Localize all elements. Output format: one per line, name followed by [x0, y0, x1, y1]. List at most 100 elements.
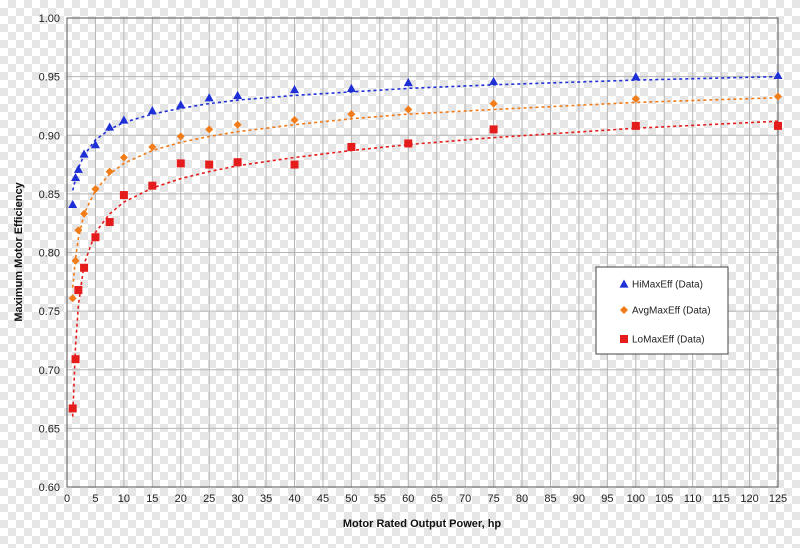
data-point-square — [148, 181, 157, 190]
data-point-square — [68, 404, 77, 413]
legend-marker-square — [620, 335, 628, 343]
data-point-triangle — [631, 72, 641, 81]
trend-line-3 — [71, 120, 779, 417]
data-point-square — [290, 160, 299, 169]
x-tick-label: 95 — [601, 493, 613, 505]
data-point-diamond — [80, 209, 89, 218]
data-point-square — [119, 191, 128, 200]
x-tick-label: 105 — [655, 493, 673, 505]
data-point-diamond — [631, 94, 640, 103]
data-point-triangle — [233, 90, 243, 99]
trend-line-1 — [71, 75, 779, 191]
data-point-square — [489, 125, 498, 134]
data-point-triangle — [90, 140, 100, 149]
data-point-diamond — [205, 125, 214, 134]
legend-label: HiMaxEff (Data) — [632, 280, 703, 291]
data-point-diamond — [290, 116, 299, 125]
data-point-square — [176, 159, 185, 168]
data-point-square — [74, 286, 83, 295]
data-point-triangle — [290, 85, 300, 94]
legend: HiMaxEff (Data) AvgMaxEff (Data) LoMaxEff … — [595, 266, 729, 355]
y-tick-label: 0.75 — [39, 306, 60, 318]
data-point-diamond — [119, 153, 128, 162]
y-tick-label: 0.60 — [39, 482, 60, 494]
data-point-diamond — [176, 132, 185, 141]
x-tick-label: 15 — [146, 493, 158, 505]
data-point-triangle — [73, 164, 83, 173]
data-point-triangle — [147, 106, 157, 115]
data-point-diamond — [68, 294, 77, 303]
trend-line-2 — [71, 96, 779, 288]
data-point-triangle — [79, 149, 89, 158]
data-point-square — [71, 355, 80, 364]
data-point-diamond — [774, 92, 782, 101]
x-tick-label: 120 — [740, 493, 758, 505]
data-point-triangle — [176, 100, 186, 109]
data-point-square — [80, 263, 89, 272]
x-tick-label: 65 — [431, 493, 443, 505]
x-tick-label: 20 — [175, 493, 187, 505]
data-point-triangle — [105, 122, 115, 131]
y-tick-label: 0.85 — [39, 189, 60, 201]
data-point-diamond — [105, 167, 114, 176]
y-tick-labels: 0.60 0.65 0.70 0.75 0.80 0.85 0.90 0.95 1.00 — [39, 13, 60, 494]
y-axis-title: Maximum Motor Efficiency — [13, 181, 25, 321]
x-tick-label: 100 — [627, 493, 645, 505]
x-tick-label: 5 — [92, 493, 98, 505]
y-tick-label: 0.80 — [39, 248, 60, 260]
x-tick-label: 125 — [769, 493, 787, 505]
y-tick-label: 0.70 — [39, 365, 60, 377]
x-tick-label: 90 — [573, 493, 585, 505]
x-tick-label: 75 — [487, 493, 499, 505]
legend-label: LoMaxEff (Data) — [632, 335, 705, 346]
data-point-square — [105, 218, 114, 227]
x-tick-label: 70 — [459, 493, 471, 505]
data-point-diamond — [74, 226, 83, 235]
x-tick-label: 25 — [203, 493, 215, 505]
x-tick-label: 30 — [232, 493, 244, 505]
data-point-triangle — [403, 77, 413, 87]
x-tick-label: 35 — [260, 493, 272, 505]
x-tick-label: 0 — [64, 493, 70, 505]
data-point-diamond — [404, 105, 413, 114]
plot-frame — [66, 17, 779, 488]
data-point-square — [347, 142, 356, 151]
data-point-square — [233, 158, 242, 167]
data-point-diamond — [148, 142, 157, 151]
data-point-square — [91, 233, 100, 242]
data-point-square — [631, 121, 640, 130]
data-point-square — [205, 160, 214, 169]
data-point-diamond — [91, 185, 100, 194]
x-tick-label: 50 — [345, 493, 357, 505]
x-tick-label: 45 — [317, 493, 329, 505]
legend-marker-triangle — [619, 279, 629, 288]
x-tick-label: 60 — [402, 493, 414, 505]
data-point-diamond — [347, 110, 356, 119]
data-point-triangle — [773, 70, 783, 80]
y-tick-label: 0.65 — [39, 423, 60, 435]
data-point-diamond — [489, 99, 498, 108]
x-tick-label: 115 — [712, 493, 730, 505]
data-point-triangle — [119, 115, 129, 124]
y-tick-label: 0.95 — [39, 72, 60, 84]
x-axis-title: Motor Rated Output Power, hp — [343, 518, 502, 530]
data-point-triangle — [489, 76, 499, 85]
x-tick-label: 85 — [544, 493, 556, 505]
y-tick-label: 1.00 — [39, 13, 60, 25]
data-points — [68, 70, 783, 413]
data-point-square — [774, 121, 782, 130]
legend-label: AvgMaxEff (Data) — [632, 306, 711, 317]
legend-marker-diamond — [620, 306, 628, 314]
x-tick-labels: 0 5 10 15 20 25 30 35 40 45 50 55 60 65 70 75 80 85 90 95 10… — [64, 493, 787, 505]
x-tick-label: 110 — [684, 493, 702, 505]
data-point-triangle — [68, 199, 78, 209]
x-tick-label: 80 — [516, 493, 528, 505]
legend-box — [595, 266, 729, 355]
y-tick-label: 0.90 — [39, 130, 60, 142]
data-point-square — [404, 139, 413, 148]
trend-lines — [71, 75, 779, 417]
x-tick-label: 40 — [288, 493, 300, 505]
x-tick-label: 10 — [118, 493, 130, 505]
x-tick-label: 55 — [374, 493, 386, 505]
